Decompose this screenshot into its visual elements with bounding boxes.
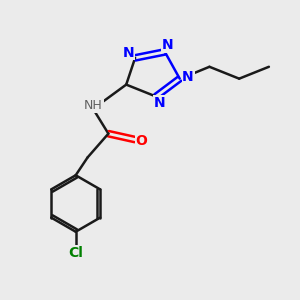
Text: N: N (182, 70, 194, 84)
Text: O: O (136, 134, 148, 148)
Text: Cl: Cl (68, 246, 83, 260)
Text: NH: NH (84, 99, 103, 112)
Text: N: N (154, 96, 165, 110)
Text: N: N (162, 38, 174, 52)
Text: N: N (123, 46, 134, 59)
